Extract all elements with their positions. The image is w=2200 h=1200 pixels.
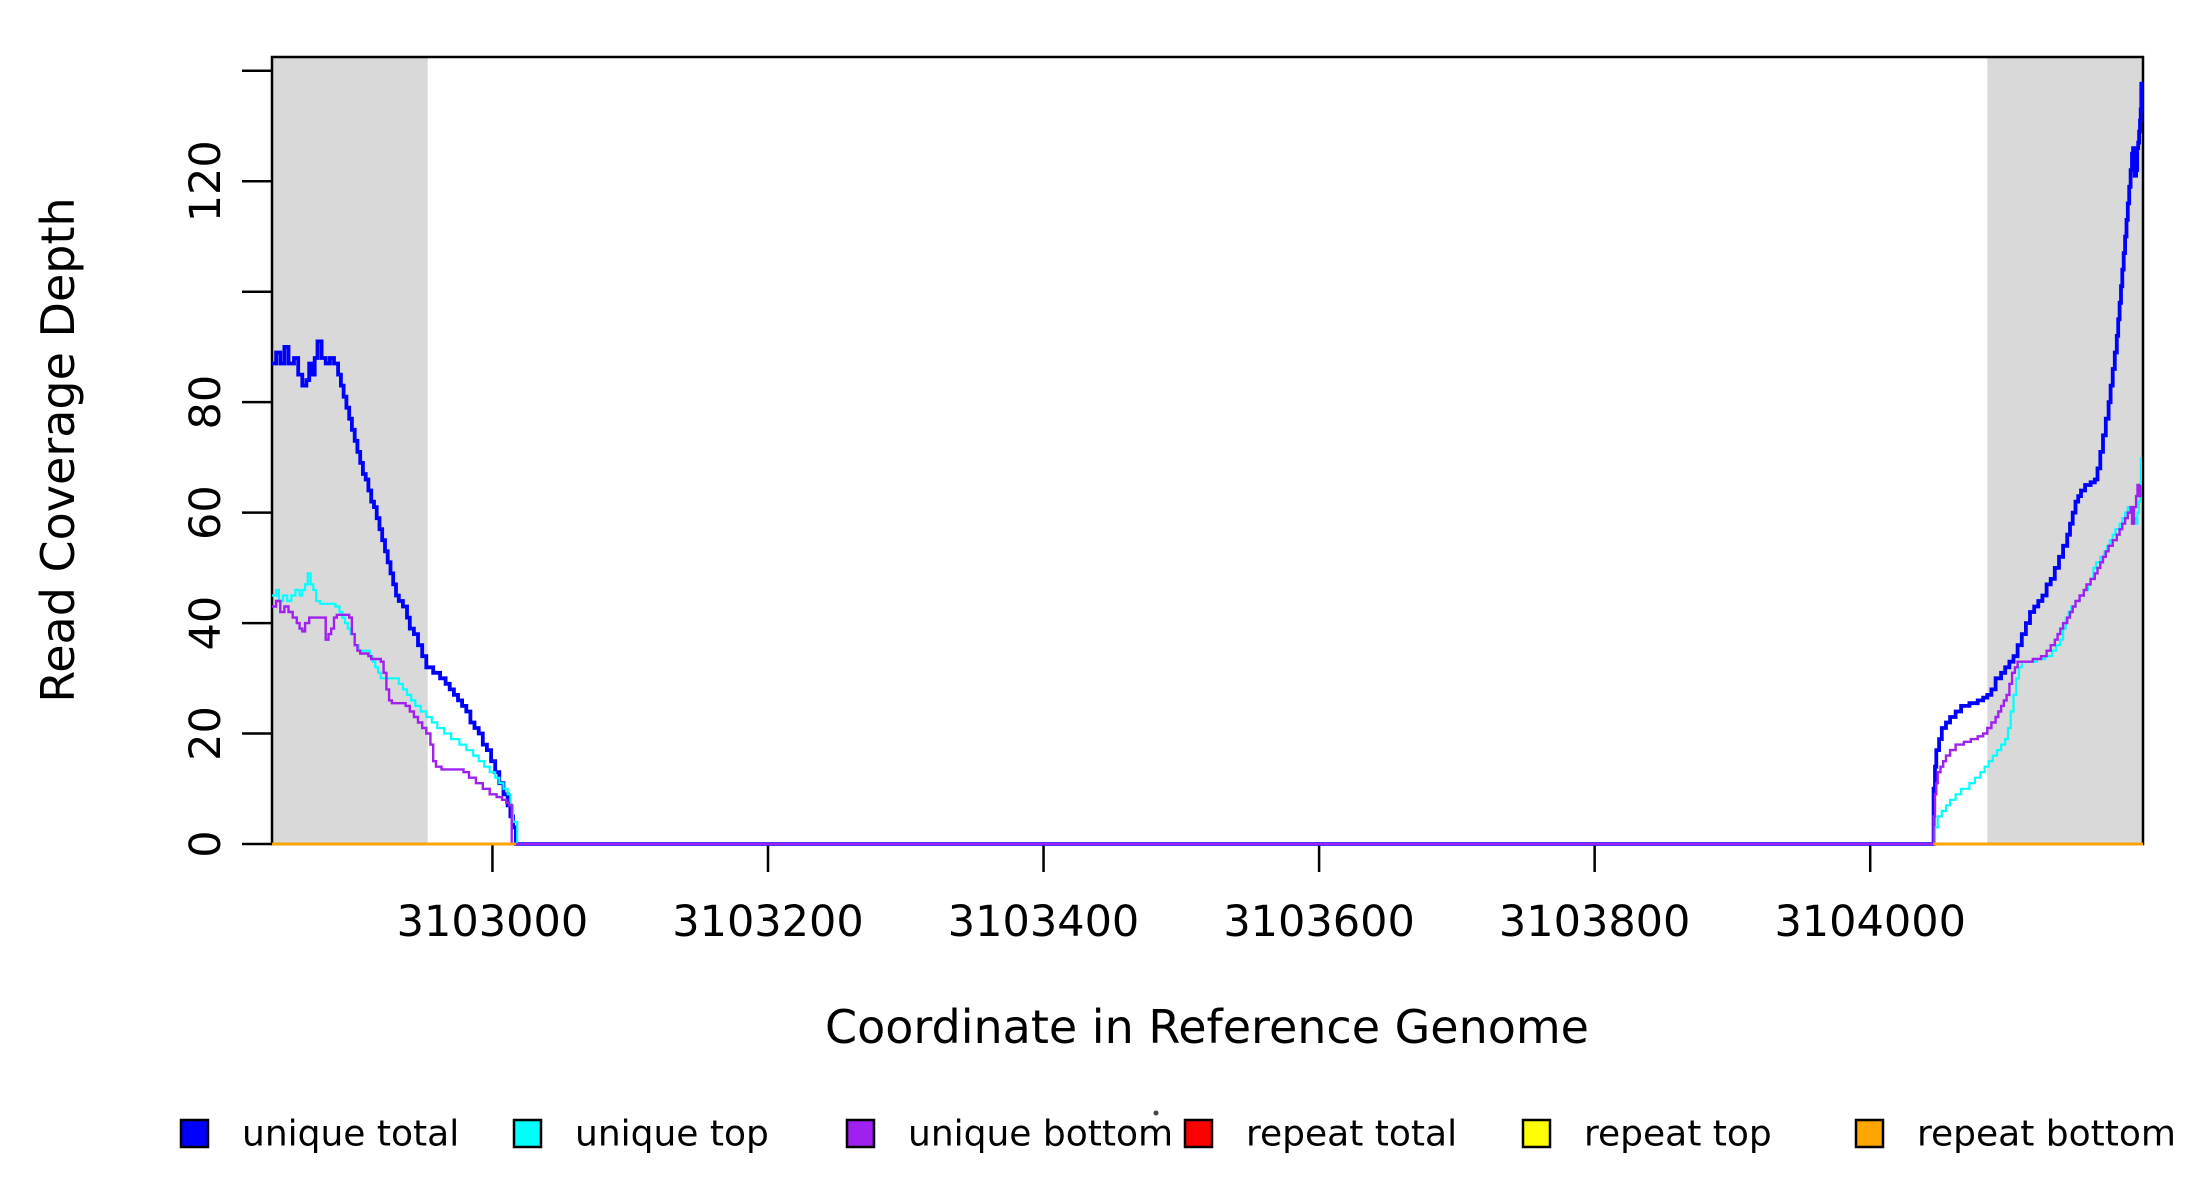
y-axis-ticks: 0 20 40 60 80 120 xyxy=(181,69,272,858)
legend-item-unique-bottom: unique bottom xyxy=(845,1114,1173,1155)
series-line-unique-top xyxy=(272,457,2142,846)
legend-label-unique-total: unique total xyxy=(242,1114,459,1155)
legend-item-unique-total: unique total xyxy=(179,1114,459,1155)
legend-swatch-unique-top xyxy=(512,1118,543,1149)
x-tick-label: 3103000 xyxy=(397,897,589,947)
y-tick-label: 20 xyxy=(181,706,231,761)
x-tick-label: 3103800 xyxy=(1499,897,1691,947)
y-tick-label: 120 xyxy=(181,140,231,222)
x-tick-label: 3103200 xyxy=(672,897,864,947)
shaded-region-2 xyxy=(1987,57,2143,844)
legend-label-repeat-bottom: repeat bottom xyxy=(1917,1114,2176,1155)
legend-item-unique-top: unique top xyxy=(512,1114,769,1155)
legend-swatch-unique-bottom xyxy=(845,1118,876,1149)
x-tick-label: 3104000 xyxy=(1774,897,1966,947)
legend-item-repeat-top: repeat top xyxy=(1521,1114,1772,1155)
y-tick-label: 60 xyxy=(181,485,231,540)
legend-item-repeat-total: repeat total xyxy=(1183,1114,1457,1155)
legend-swatch-repeat-bottom xyxy=(1854,1118,1885,1149)
legend-swatch-unique-total xyxy=(179,1118,210,1149)
y-axis-title: Read Coverage Depth xyxy=(31,197,85,702)
x-axis-title: Coordinate in Reference Genome xyxy=(825,1000,1589,1054)
x-tick-label: 3103400 xyxy=(948,897,1140,947)
series-lines xyxy=(272,81,2144,846)
legend-artifact-dot xyxy=(1153,1110,1159,1116)
y-tick-label: 0 xyxy=(181,830,231,857)
shaded-regions xyxy=(272,57,2143,844)
legend-item-repeat-bottom: repeat bottom xyxy=(1854,1114,2176,1155)
plot-frame xyxy=(270,55,2145,846)
series-line-unique-bottom xyxy=(272,483,2142,846)
legend-label-unique-bottom: unique bottom xyxy=(908,1114,1173,1155)
y-tick-label: 80 xyxy=(181,375,231,430)
series-line-unique-total xyxy=(272,81,2144,846)
legend-swatch-repeat-total xyxy=(1183,1118,1214,1149)
legend: unique total unique top unique bottom repea… xyxy=(179,1110,2176,1155)
x-axis-ticks: 3103000 3103200 3103400 3103600 3103800 31040… xyxy=(397,844,1966,947)
legend-label-unique-top: unique top xyxy=(575,1114,769,1155)
shaded-region-1 xyxy=(272,57,428,844)
y-tick-label: 40 xyxy=(181,596,231,651)
legend-label-repeat-top: repeat top xyxy=(1584,1114,1772,1155)
x-tick-label: 3103600 xyxy=(1223,897,1415,947)
legend-swatch-repeat-top xyxy=(1521,1118,1552,1149)
plot-frame-group xyxy=(270,55,2145,846)
legend-label-repeat-total: repeat total xyxy=(1246,1114,1457,1155)
